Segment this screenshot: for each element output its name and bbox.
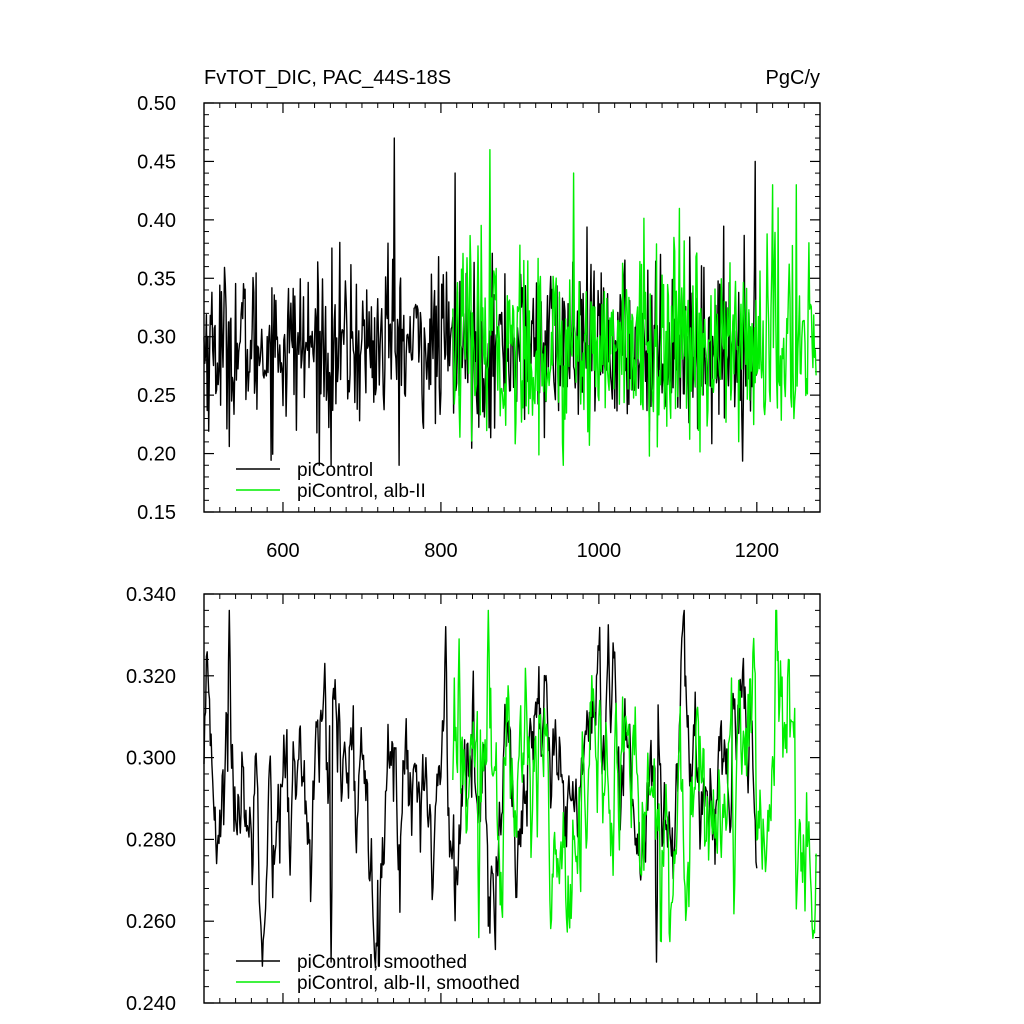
plot-frame-top [203,102,821,513]
y-tick-label: 0.300 [126,748,176,770]
y-tick-label: 0.35 [137,268,176,290]
chart-title: FvTOT_DIC, PAC_44S-18S [204,67,451,89]
series-line-picontrol-alb-ii-smoothed [452,609,817,943]
x-tick-label: 600 [266,540,299,562]
legend-label-alb-ii-smoothed: piControl, alb-II, smoothed [297,973,520,994]
legend-label-alb-ii: piControl, alb-II [297,481,426,502]
y-tick-label: 0.50 [137,93,176,115]
legend-top: piControl piControl, alb-II [236,460,426,502]
y-tick-label: 0.240 [126,993,176,1015]
legend-label-picontrol: piControl [297,460,373,481]
y-tick-label: 0.45 [137,151,176,173]
x-tick-label: 1000 [577,540,622,562]
y-tick-label: 0.20 [137,444,176,466]
bottom-panel: 0.240 0.260 0.280 0.300 0.320 0.340 piControl… [126,584,821,1015]
y-tick-label: 0.280 [126,829,176,851]
y-tick-label: 0.40 [137,210,176,232]
series-line-picontrol-alb-ii [452,149,817,466]
plot-frame-bottom [203,593,821,1004]
y-tick-label: 0.15 [137,502,176,524]
y-tick-label: 0.260 [126,911,176,933]
y-tick-label: 0.320 [126,666,176,688]
y-tick-label: 0.25 [137,385,176,407]
x-tick-label: 800 [424,540,457,562]
legend-label-picontrol-smoothed: piControl, smoothed [297,952,467,973]
x-tick-label: 1200 [735,540,780,562]
units-label: PgC/y [766,67,820,89]
y-tick-label: 0.340 [126,584,176,606]
legend-bottom: piControl, smoothed piControl, alb-II, s… [236,952,520,994]
top-panel: FvTOT_DIC, PAC_44S-18S PgC/y 600 800 1000 1… [137,67,821,562]
y-tick-label: 0.30 [137,327,176,349]
